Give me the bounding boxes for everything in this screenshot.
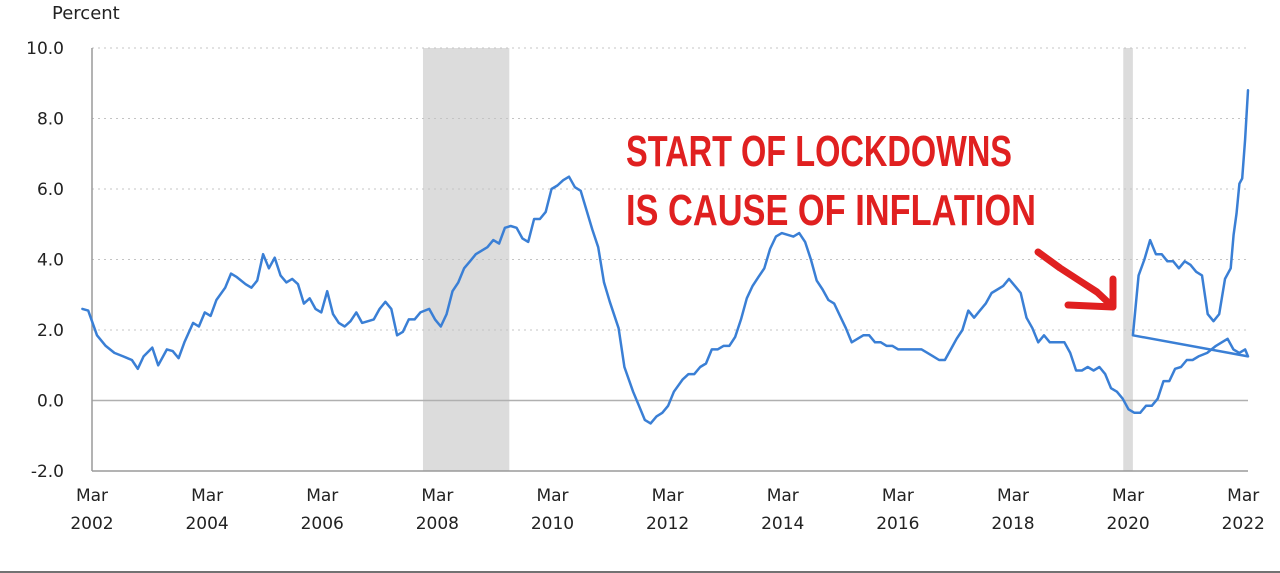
x-tick-year-3: 2008	[416, 514, 459, 534]
x-tick-year-6: 2014	[761, 514, 804, 534]
x-tick-year-2: 2006	[301, 514, 344, 534]
x-tick-year-1: 2004	[185, 514, 228, 534]
series-line	[81, 89, 1250, 425]
annotation-line-1: START OF LOCKDOWNS	[626, 127, 1012, 176]
axes	[91, 48, 1248, 472]
x-tick-month-7: Mar	[882, 486, 914, 506]
x-tick-year-7: 2016	[876, 514, 919, 534]
annotation-line-2: IS CAUSE OF INFLATION	[626, 186, 1036, 235]
y-tick-label-2: 2.0	[37, 321, 64, 341]
y-tick-label-1: 0.0	[37, 392, 64, 412]
recession-band-2	[1123, 48, 1133, 471]
x-tick-year-4: 2010	[531, 514, 574, 534]
x-tick-month-3: Mar	[421, 486, 453, 506]
y-tick-labels: -2.0 0.0 2.0 4.0 6.0 8.0 10.0	[26, 39, 64, 482]
x-tick-month-0: Mar	[76, 486, 108, 506]
x-tick-month-2: Mar	[306, 486, 338, 506]
x-tick-month-10: Mar	[1227, 486, 1259, 506]
x-tick-year-9: 2020	[1106, 514, 1149, 534]
y-axis-title: Percent	[52, 3, 120, 24]
x-tick-year-8: 2018	[991, 514, 1034, 534]
annotation-arrowhead-icon	[1064, 275, 1117, 311]
x-tick-month-8: Mar	[997, 486, 1029, 506]
x-tick-month-6: Mar	[767, 486, 799, 506]
y-tick-label-0: -2.0	[31, 462, 64, 482]
x-tick-month-5: Mar	[652, 486, 684, 506]
x-tick-month-4: Mar	[536, 486, 568, 506]
y-tick-label-4: 6.0	[37, 180, 64, 200]
y-tick-label-5: 8.0	[37, 110, 64, 130]
annotation-arrow-icon	[1034, 248, 1116, 310]
y-tick-label-3: 4.0	[37, 251, 64, 271]
x-tick-year-10: 2022	[1222, 514, 1265, 534]
y-tick-label-6: 10.0	[26, 39, 64, 59]
x-tick-year-0: 2002	[70, 514, 113, 534]
x-tick-year-5: 2012	[646, 514, 689, 534]
x-tick-labels: Mar 2002 Mar 2004 Mar 2006 Mar 2008 Mar 2010 Mar 20…	[70, 486, 1264, 534]
annotation: START OF LOCKDOWNS IS CAUSE OF INFLATION	[626, 127, 1117, 311]
x-tick-month-1: Mar	[191, 486, 223, 506]
x-tick-month-9: Mar	[1112, 486, 1144, 506]
